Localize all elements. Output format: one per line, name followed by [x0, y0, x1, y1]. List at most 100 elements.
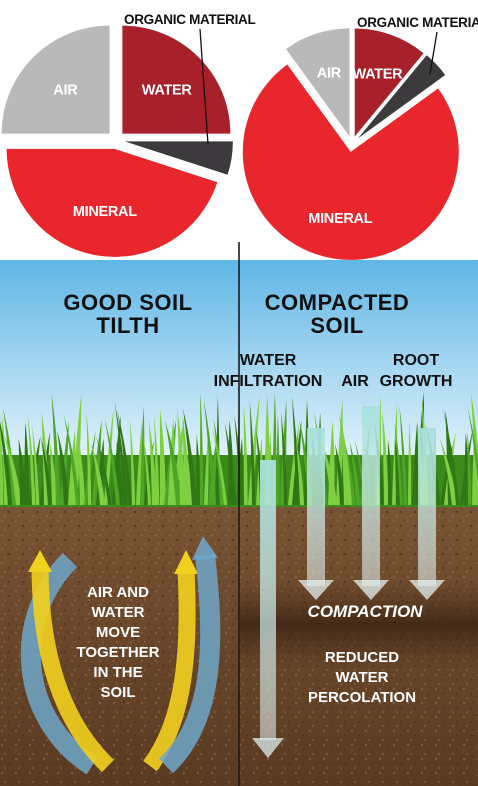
root-growth-label-line1: ROOT: [393, 352, 439, 369]
water-infiltration-label-line1: WATER: [240, 352, 297, 369]
grass-blade: [116, 441, 124, 505]
grass-blade: [439, 437, 458, 505]
good-soil-text-line5: IN THE: [93, 664, 142, 681]
pie2-label-water: WATER: [353, 66, 404, 82]
grass-blade: [32, 425, 40, 505]
grass-blade: [249, 400, 256, 505]
air-water-cycle-arrows: [20, 536, 221, 775]
pie2-label-air: AIR: [317, 66, 342, 82]
grass-blade: [248, 396, 260, 505]
percolation-arrowhead: [252, 738, 284, 758]
water-infiltration-label-line2: INFILTRATION: [214, 373, 323, 390]
grass-blade: [184, 442, 193, 505]
pie-chart-good-soil: WATER MINERAL AIR: [1, 25, 233, 257]
pie1-organic-label: ORGANIC MATERIAL: [124, 12, 255, 27]
pie2-organic-leader: [429, 31, 438, 75]
pie1-label-air: AIR: [53, 82, 78, 98]
grass-blade: [382, 411, 389, 505]
pie2-slice-water: [354, 28, 424, 137]
reduced-percolation-line3: PERCOLATION: [308, 689, 416, 706]
grass-blade: [164, 420, 182, 505]
pie1-slice-air: [1, 25, 110, 134]
reduced-percolation-line2: WATER: [335, 669, 388, 686]
compaction-label: COMPACTION: [308, 602, 424, 621]
grass-blade: [280, 411, 288, 505]
grass-blade: [28, 435, 41, 505]
grass-blade: [142, 434, 152, 505]
grass-blade: [243, 404, 248, 505]
yellow-arrowhead-right: [174, 550, 198, 574]
grass-blade: [291, 396, 300, 505]
grass-blade: [211, 426, 228, 505]
pie2-organic-label: ORGANIC MATERIAL: [357, 15, 478, 30]
grass-blade: [148, 420, 157, 505]
good-soil-text-line6: SOIL: [100, 684, 135, 701]
blue-arrowhead-right: [192, 536, 218, 560]
good-soil-text-line2: WATER: [91, 604, 144, 621]
grass-blade: [18, 438, 26, 505]
grass-blade: [345, 444, 356, 505]
yellow-curved-arrow-right: [143, 569, 196, 772]
grass-blade: [196, 433, 200, 505]
grass-blade: [443, 409, 460, 505]
grass-blade: [40, 437, 53, 505]
grass-blade: [24, 421, 30, 505]
grass-blade: [104, 417, 120, 505]
percolation-arrow-shaft: [260, 460, 276, 740]
good-soil-text-line1: AIR AND: [87, 584, 149, 601]
reduced-percolation-line1: REDUCED: [325, 649, 399, 666]
grass-blade: [63, 414, 80, 505]
grass-blade: [224, 422, 237, 505]
compaction-layer: [240, 580, 478, 670]
grass-blade: [276, 414, 280, 505]
root-growth-arrow-shaft: [418, 428, 436, 586]
air-label: AIR: [341, 373, 369, 390]
grass-blade: [177, 409, 186, 505]
grass-blade: [335, 443, 345, 505]
grass-blade: [408, 420, 412, 505]
pie1-slice-organic-material: [124, 141, 233, 175]
grass-blade: [51, 392, 61, 505]
pie2-slice-organic-material: [357, 55, 446, 139]
grass-blade: [394, 423, 404, 505]
grass-blade: [204, 434, 209, 505]
grass-blade: [0, 421, 13, 505]
yellow-curved-arrow-left: [31, 564, 114, 773]
water-infiltration-arrow-shaft: [307, 428, 325, 586]
good-soil-text-line4: TOGETHER: [76, 644, 159, 661]
pie1-label-water: WATER: [142, 82, 193, 98]
blue-curved-arrow-left: [20, 552, 98, 775]
water-infiltration-arrowhead: [298, 580, 334, 600]
grass-blade: [57, 430, 70, 505]
grass-blade: [168, 417, 175, 505]
grass-blade: [91, 443, 106, 505]
grass-blade: [338, 412, 354, 505]
grass-blade: [77, 433, 86, 505]
air-arrowhead: [353, 580, 389, 600]
air-arrow-shaft: [362, 406, 380, 586]
grass-blade: [296, 442, 305, 505]
grass-blade: [153, 415, 160, 505]
grass-blade: [49, 442, 58, 505]
blue-curved-arrow-right: [158, 553, 221, 774]
grass-blade: [159, 408, 166, 505]
pie2-slice-mineral: [242, 64, 459, 260]
pie1-organic-leader: [199, 28, 209, 145]
grass-blade: [140, 405, 145, 505]
grass-blade: [200, 392, 204, 505]
grass-blade: [183, 408, 198, 505]
compacted-arrows: [252, 406, 445, 758]
pie1-label-mineral: MINERAL: [73, 204, 137, 220]
pie2-slice-air: [286, 28, 350, 137]
grass-blade: [114, 401, 128, 505]
grass-blade: [399, 405, 408, 505]
pie2-label-mineral: MINERAL: [308, 211, 372, 227]
root-growth-label-line2: GROWTH: [380, 373, 453, 390]
grass-blade: [464, 432, 469, 505]
grass-blade: [349, 441, 361, 505]
grass-blade: [60, 420, 69, 505]
compacted-soil-title-line1: COMPACTED: [265, 290, 410, 315]
grass-blade: [208, 428, 219, 505]
good-soil-title-line1: GOOD SOIL: [63, 290, 192, 315]
grass-blade: [129, 418, 136, 505]
